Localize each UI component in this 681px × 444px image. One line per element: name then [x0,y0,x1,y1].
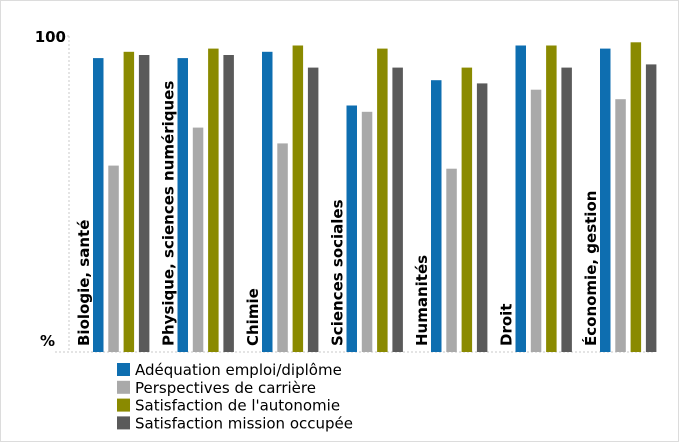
category-label: Physique, sciences numériques [160,81,178,346]
bar-cat3-series3 [392,67,403,352]
bar-cat5-series1 [530,89,542,352]
bar-cat4-series3 [476,83,488,353]
legend-label: Adéquation emploi/diplôme [135,361,342,379]
bar-cat0-series2 [123,51,135,353]
bar-cat3-series1 [361,111,373,352]
legend-label: Satisfaction de l'autonomie [135,397,340,415]
bar-cat2-series0 [262,51,273,353]
bar-cat5-series0 [515,45,526,352]
legend-swatch [117,363,130,376]
bar-cat3-series2 [377,48,388,352]
bars-group [93,42,657,353]
category-labels-group: Biologie, santé Physique, sciences numéri… [75,81,600,346]
legend-swatch [117,398,130,412]
category-label: Biologie, santé [75,220,93,346]
bar-cat4-series0 [431,80,442,352]
bar-cat2-series1 [277,143,288,352]
legend-label: Perspectives de carrière [135,379,316,397]
category-label: Chimie [244,288,262,346]
bar-cat4-series1 [446,168,457,352]
category-label: Humanités [413,255,431,346]
legend-label: Satisfaction mission occupée [135,414,353,432]
y-tick-unit: % [40,332,55,350]
legend-swatch [117,380,130,394]
bar-cat0-series0 [93,58,104,352]
bar-cat6-series0 [600,48,611,352]
bar-cat5-series2 [546,45,557,352]
bar-cat6-series1 [615,99,626,352]
bar-cat2-series3 [307,67,319,352]
bar-cat6-series2 [630,42,642,353]
bar-cat4-series2 [461,67,473,352]
bar-cat5-series3 [561,67,572,352]
category-label: Économie, gestion [581,191,600,346]
bar-cat0-series3 [138,55,150,352]
bar-cat1-series2 [208,48,219,352]
category-label: Sciences sociales [329,199,347,346]
category-label: Droit [498,304,516,346]
y-tick-top: 100 [35,28,66,46]
bar-cat6-series3 [645,64,657,353]
bar-cat2-series2 [292,45,304,352]
bar-cat1-series0 [177,58,188,352]
legend-swatch [117,416,130,430]
bar-cat0-series1 [108,165,119,352]
bar-cat3-series0 [346,105,357,352]
bar-cat1-series3 [223,55,234,352]
bar-cat1-series1 [192,127,204,352]
